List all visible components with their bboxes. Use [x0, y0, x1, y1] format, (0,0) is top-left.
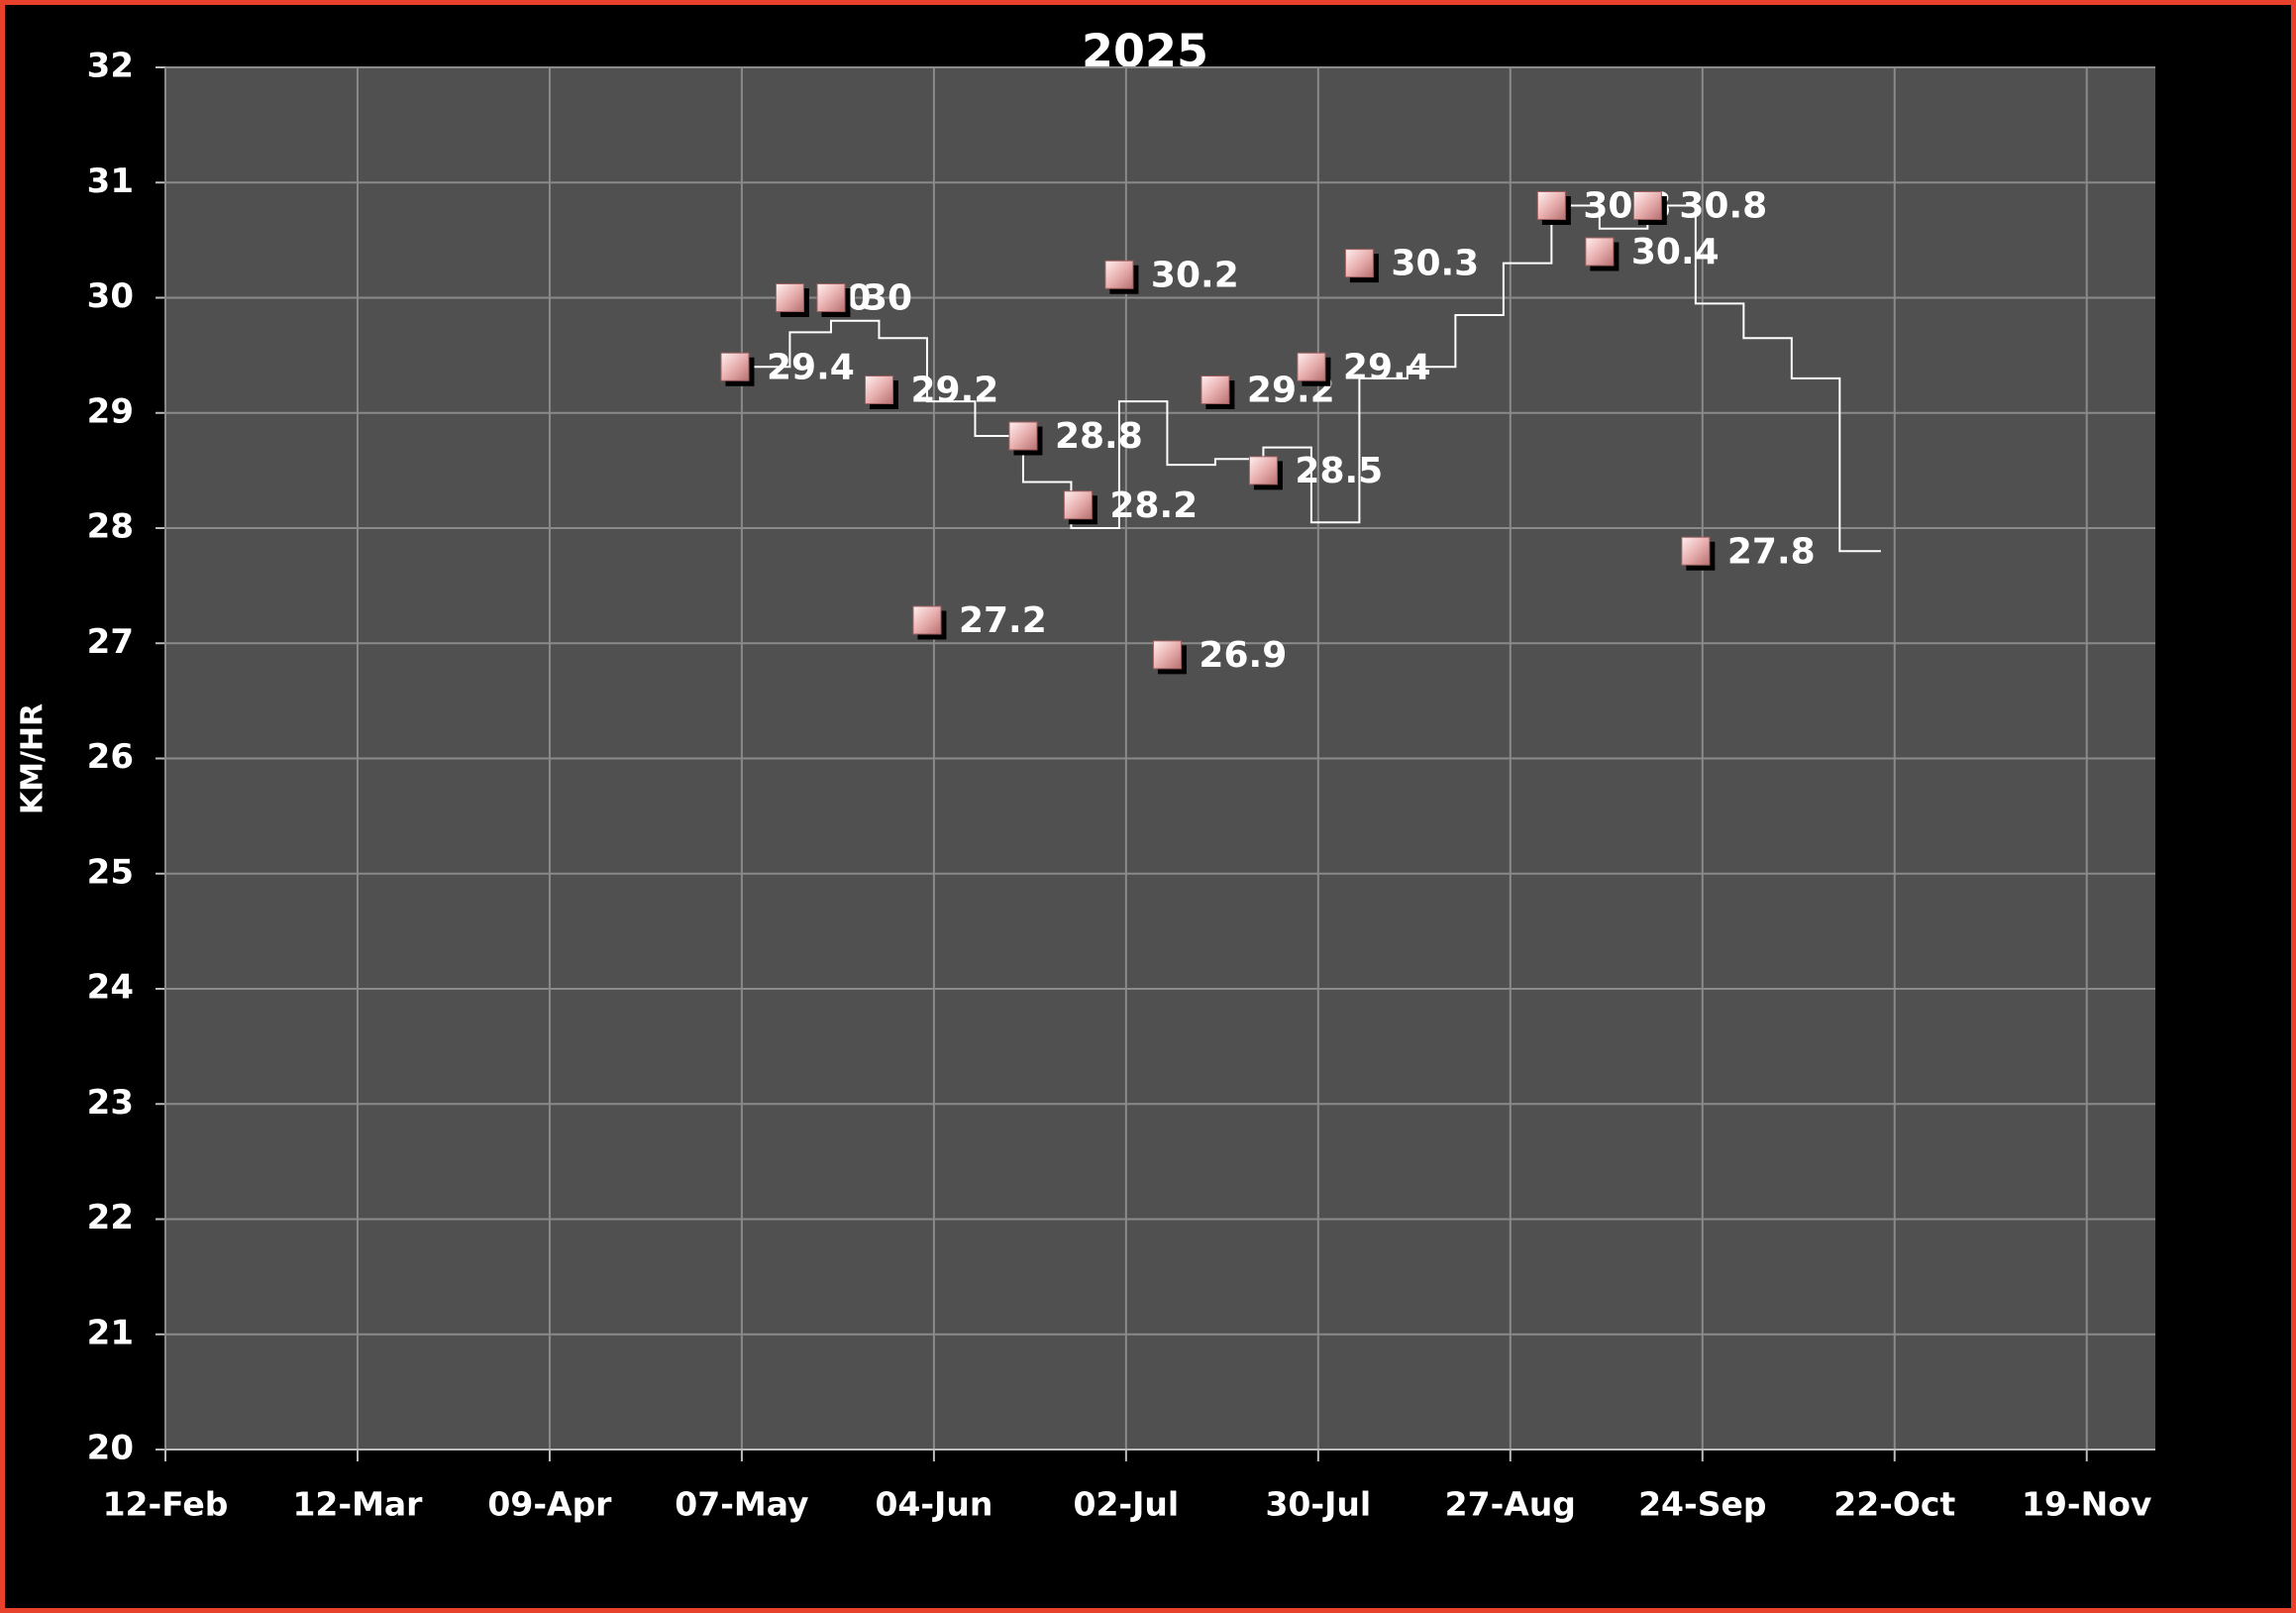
y-axis-label: KM/HR: [16, 703, 51, 814]
y-tick-label: 24: [87, 968, 134, 1008]
y-tick-label: 22: [87, 1198, 134, 1237]
y-tick-label: 27: [87, 622, 134, 662]
marker: [816, 283, 846, 312]
data-label: 27.2: [959, 600, 1047, 641]
data-label: 30.8: [1679, 186, 1767, 227]
y-tick-label: 28: [87, 507, 134, 547]
y-tick-label: 23: [87, 1083, 134, 1123]
data-label: 30.3: [1391, 244, 1479, 284]
y-tick-label: 26: [87, 737, 134, 777]
data-label: 28.8: [1055, 416, 1143, 457]
data-label: 26.9: [1199, 635, 1287, 676]
x-tick-label: 24-Sep: [1638, 1485, 1766, 1524]
data-label: 29.2: [910, 371, 998, 411]
marker: [1681, 536, 1711, 566]
x-tick-label: 30-Jul: [1265, 1485, 1371, 1524]
x-tick-label: 09-Apr: [487, 1485, 612, 1524]
marker: [1248, 456, 1278, 485]
marker: [1152, 640, 1182, 670]
marker: [864, 376, 893, 404]
marker: [1008, 421, 1038, 451]
x-tick-label: 07-May: [675, 1485, 808, 1524]
step-line: [748, 204, 1881, 553]
data-label: 29.4: [767, 347, 855, 387]
y-tick-label: 20: [87, 1429, 134, 1468]
marker: [1536, 191, 1566, 220]
data-label: 27.8: [1727, 531, 1816, 572]
y-tick-label: 32: [87, 47, 134, 86]
marker: [1200, 376, 1230, 404]
marker: [1632, 191, 1662, 220]
y-tick-label: 31: [87, 161, 134, 201]
x-tick-label: 19-Nov: [2022, 1485, 2152, 1524]
y-tick-label: 30: [87, 276, 134, 316]
y-tick-label: 25: [87, 852, 134, 892]
data-label: 28.2: [1109, 485, 1198, 526]
x-tick-label: 22-Oct: [1833, 1485, 1955, 1524]
marker: [912, 605, 942, 635]
x-tick-label: 27-Aug: [1445, 1485, 1576, 1524]
marker: [1344, 249, 1374, 278]
data-label: 28.5: [1295, 451, 1383, 491]
marker: [1585, 237, 1615, 267]
marker: [720, 352, 750, 381]
marker: [1297, 352, 1326, 381]
y-tick-label: 29: [87, 391, 134, 431]
x-tick-label: 12-Feb: [103, 1485, 229, 1524]
data-label: 30.2: [1151, 255, 1239, 295]
marker: [775, 283, 804, 312]
chart-title: 2025: [1082, 25, 1208, 78]
y-tick-label: 21: [87, 1313, 134, 1352]
marker: [1104, 260, 1134, 289]
data-label: 29.4: [1343, 347, 1431, 387]
data-label: 30: [863, 278, 912, 319]
x-tick-label: 12-Mar: [292, 1485, 423, 1524]
x-tick-label: 02-Jul: [1074, 1485, 1180, 1524]
marker: [1063, 490, 1093, 520]
x-tick-label: 04-Jun: [875, 1485, 992, 1524]
data-label: 30.4: [1631, 232, 1720, 272]
